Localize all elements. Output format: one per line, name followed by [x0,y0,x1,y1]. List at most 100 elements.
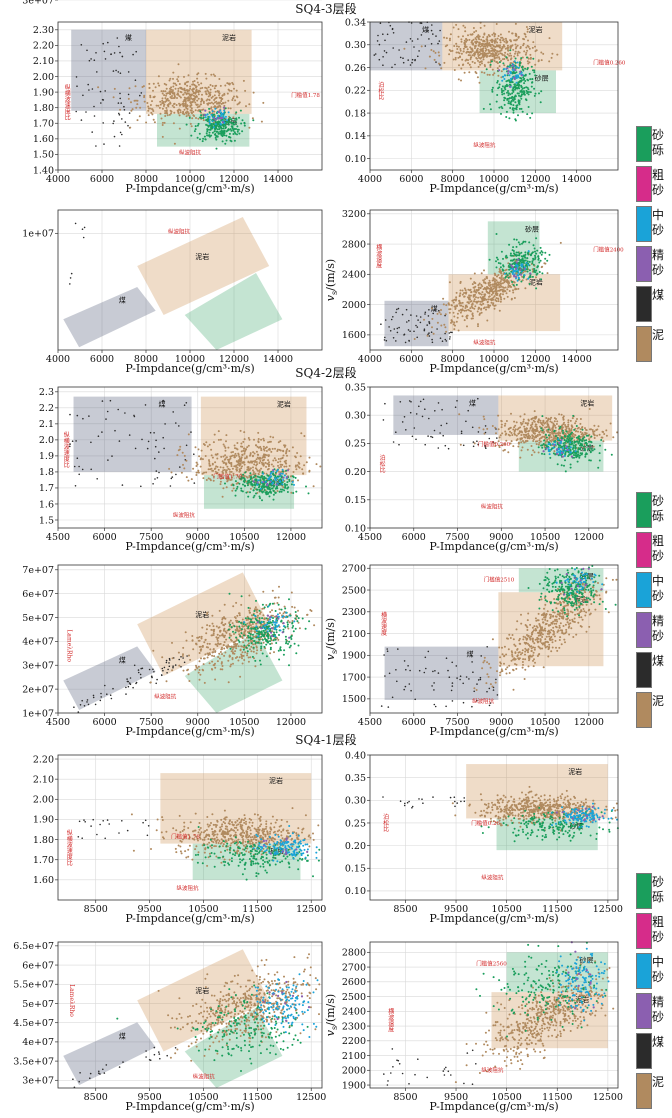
chart-s2-pois: 煤泥岩砂层泊松比门槛值0.260纵波阻抗4500 6000 7500 9000 1050… [345,382,619,553]
data-point [140,677,142,679]
data-point [435,35,437,37]
data-point [270,471,273,474]
data-point [487,304,490,306]
data-point [233,444,236,447]
data-point [223,654,226,657]
data-point [154,86,157,89]
data-point [545,447,548,450]
zone-煤 [370,22,443,71]
data-point [258,485,261,488]
data-point [243,124,246,127]
data-point [202,119,205,122]
data-point [218,634,221,637]
data-point [504,276,507,279]
data-point [460,67,463,70]
data-point [197,122,200,125]
data-point [185,93,188,96]
data-point [525,51,528,54]
data-point [419,400,422,403]
data-point [496,258,499,261]
data-point [305,485,307,488]
data-point [476,76,479,79]
data-point [445,304,448,307]
data-point [498,281,501,284]
data-point [497,87,500,90]
data-point [574,422,577,425]
data-point [516,52,519,55]
data-point [211,668,214,671]
data-point [472,42,475,45]
data-point [418,405,420,408]
data-point [566,448,569,451]
data-point [254,459,257,462]
data-point [258,462,261,464]
data-point [200,82,203,85]
data-point [511,249,514,252]
data-point [225,486,228,489]
data-point [209,84,212,86]
data-point [240,442,243,445]
data-point [241,453,244,456]
data-point [525,46,528,49]
data-point [500,88,503,90]
data-point [537,255,540,258]
data-point [465,304,468,307]
data-point [525,86,528,89]
data-point [517,241,520,244]
data-point [214,85,217,87]
data-point [574,434,576,436]
data-point [198,105,201,108]
data-point [550,56,553,59]
data-point [214,133,217,135]
data-point [495,288,498,291]
data-point [465,45,468,48]
data-point [444,332,446,335]
data-point [276,476,279,479]
data-point [236,125,239,128]
data-point [562,432,564,434]
data-point [493,295,496,298]
data-point [596,434,599,437]
data-point [569,446,572,449]
data-point [137,669,140,671]
data-point [531,260,534,263]
data-point [526,440,529,442]
data-point [584,432,587,435]
data-point [550,436,553,439]
data-point [208,128,211,131]
data-point [247,461,250,464]
data-point [195,461,198,464]
data-point [308,456,311,459]
data-point [236,442,239,444]
data-point [207,86,210,89]
data-point [514,287,517,290]
data-point [584,453,587,456]
data-point [247,437,250,439]
data-point [389,330,392,332]
data-point [522,78,525,81]
y-tick-label: 2.10 [33,56,54,67]
data-point [396,327,399,330]
data-point [222,127,225,130]
data-point [544,251,547,254]
data-point [125,693,127,695]
data-point [282,454,285,457]
data-point [117,102,120,104]
data-point [213,110,216,113]
data-point [231,81,234,84]
data-point [476,289,479,292]
data-point [183,89,186,92]
data-point [504,47,507,50]
data-point [161,99,164,102]
data-point [175,473,177,476]
data-point [256,453,259,456]
data-point [243,438,246,441]
data-point [226,92,229,95]
data-point [205,471,208,474]
data-point [535,273,538,276]
data-point [469,307,472,310]
data-point [560,464,563,467]
data-point [526,56,528,59]
data-point [488,73,491,76]
data-point [520,441,523,444]
